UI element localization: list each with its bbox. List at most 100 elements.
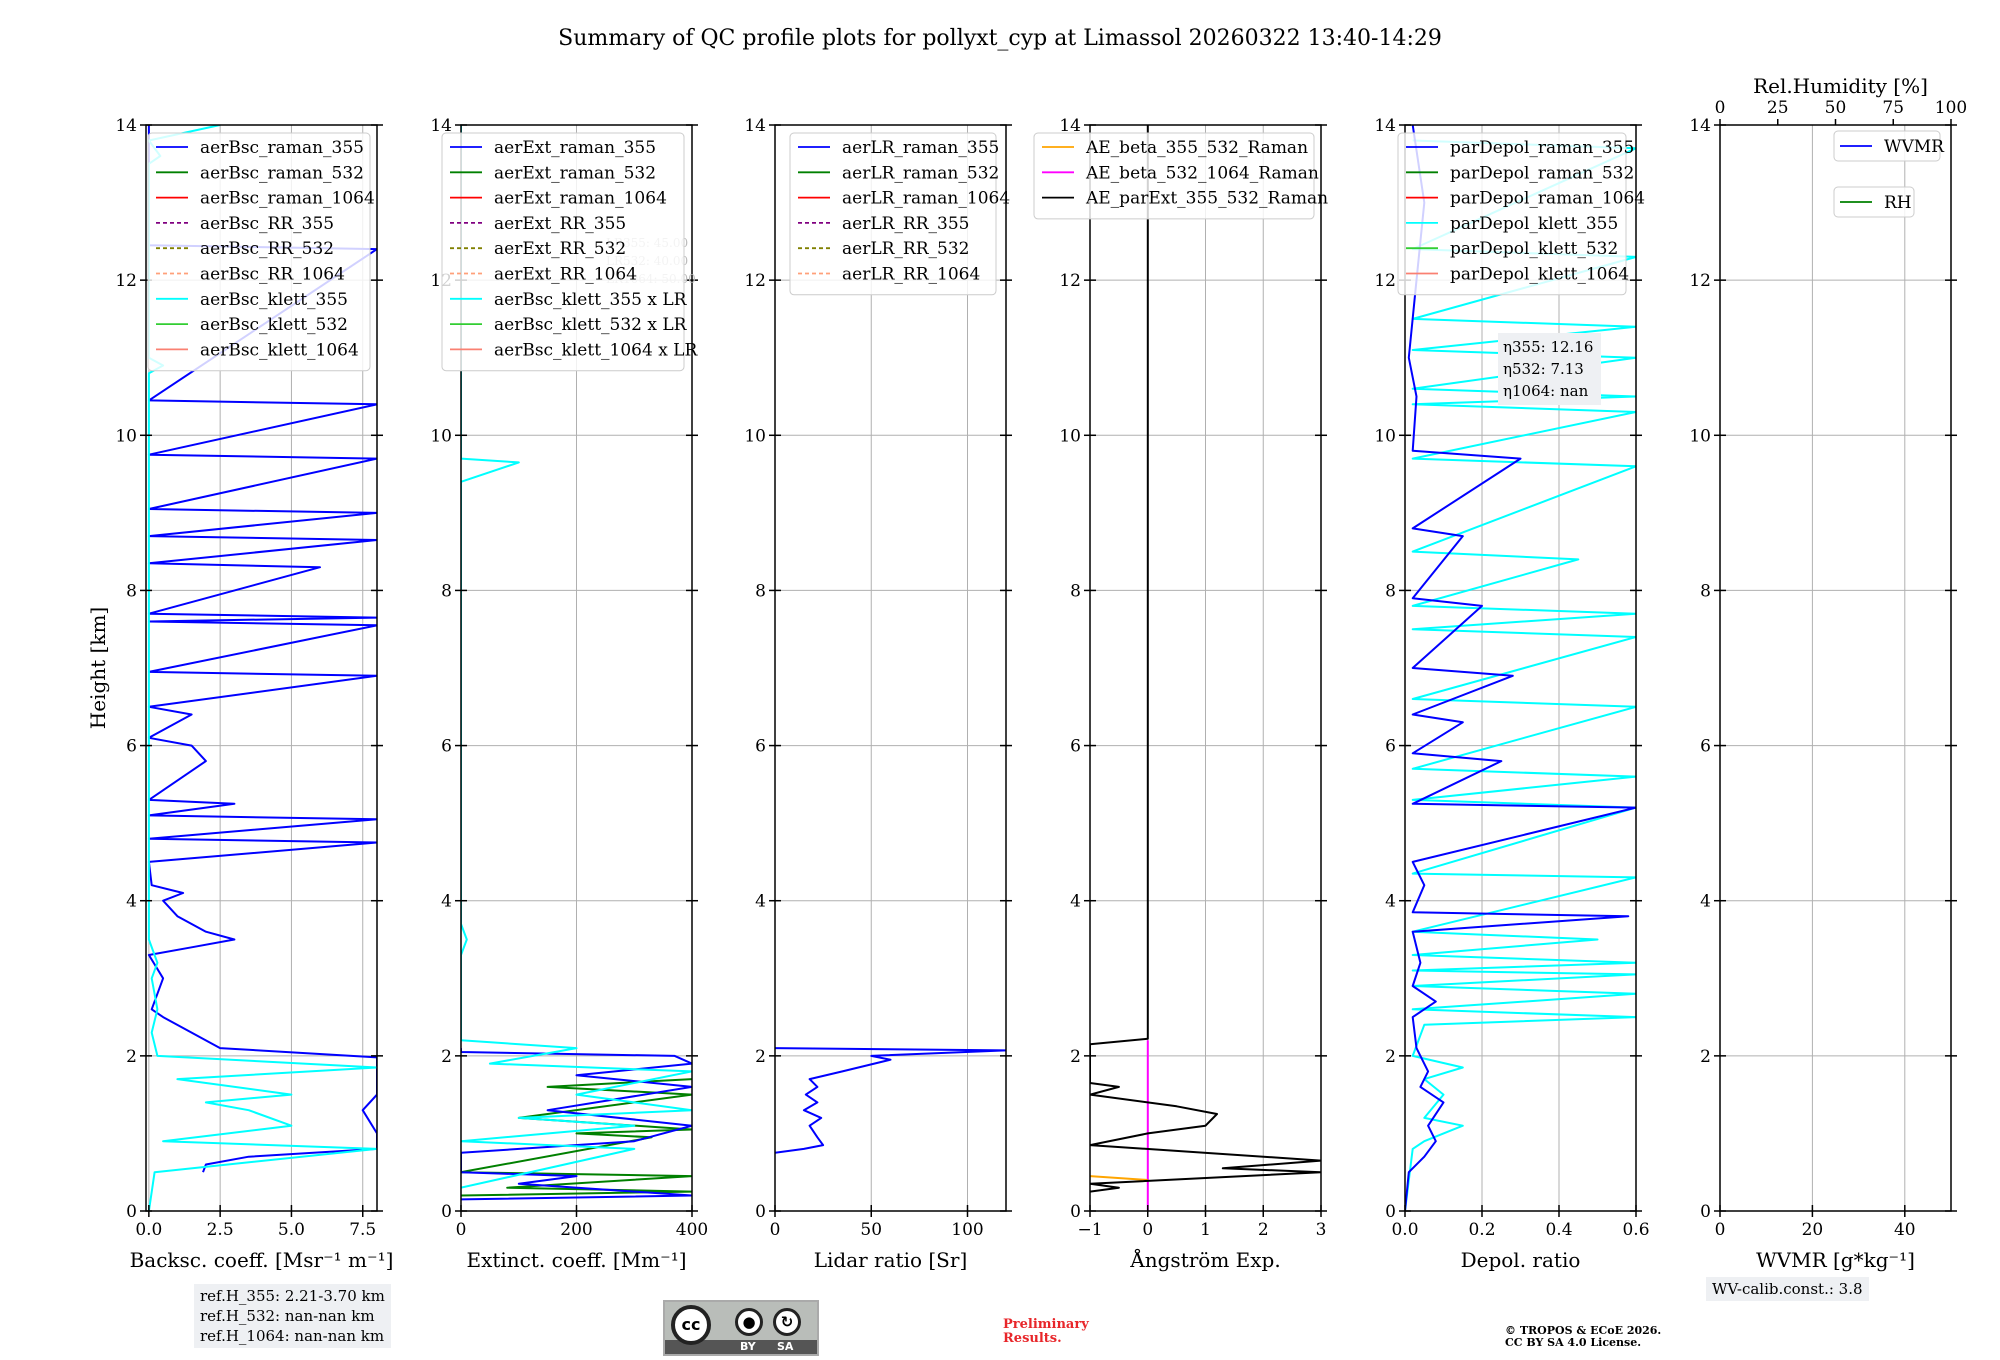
- x-tick-label: 7.5: [349, 1220, 376, 1240]
- legend-entry: aerBsc_klett_1064 x LR: [494, 340, 698, 360]
- legend-entry: aerExt_raman_1064: [494, 189, 667, 209]
- series-line-AE_beta_355_532_Raman: [1090, 1175, 1148, 1181]
- y-tick-label: 2: [1070, 1047, 1081, 1067]
- legend-entry: aerBsc_klett_355 x LR: [494, 290, 688, 310]
- y-tick-label: 10: [744, 426, 766, 446]
- top-x-tick-label: 75: [1882, 98, 1904, 118]
- top-x-tick-label: 0: [1715, 98, 1726, 118]
- axes-frame: [774, 124, 1007, 1212]
- y-tick-label: 10: [1689, 426, 1711, 446]
- legend-entry: parDepol_klett_355: [1450, 214, 1618, 234]
- legend-box: [789, 132, 997, 296]
- y-tick-label: 10: [115, 426, 137, 446]
- legend-entry: aerBsc_RR_532: [200, 239, 334, 259]
- legend-box: [441, 132, 685, 372]
- legend-entry: parDepol_klett_1064: [1450, 265, 1629, 285]
- legend-entry: aerBsc_RR_1064: [200, 265, 345, 285]
- eta-annotation-text: η532: 7.13: [1503, 360, 1584, 378]
- x-axis-label: Depol. ratio: [1461, 1248, 1581, 1272]
- y-tick-label: 0: [441, 1202, 452, 1222]
- legend-entry: aerBsc_klett_355: [200, 290, 348, 310]
- x-axis-label: Lidar ratio [Sr]: [814, 1248, 968, 1272]
- legend-entry: RH: [1884, 193, 1912, 213]
- legend-depol: parDepol_raman_355 parDepol_raman_532 parD…: [1397, 132, 1645, 296]
- y-tick-label: 0: [1385, 1202, 1396, 1222]
- legend-entry: aerBsc_raman_1064: [200, 189, 375, 209]
- legend-entry: aerExt_raman_355: [494, 138, 656, 158]
- y-tick-label: 12: [115, 271, 137, 291]
- wv-calib-const: WV-calib.const.: 3.8: [1712, 1280, 1863, 1298]
- x-tick-label: 0.6: [1622, 1220, 1649, 1240]
- y-tick-label: 6: [1700, 737, 1711, 757]
- copyright-note: © TROPOS & ECoE 2026. CC BY SA 4.0 Licen…: [1505, 1324, 1662, 1349]
- legend-entry: aerLR_RR_532: [842, 239, 969, 259]
- x-tick-label: 1: [1200, 1220, 1211, 1240]
- eta-annotation-box: [1498, 333, 1601, 405]
- attribution-icon: ●: [735, 1308, 763, 1336]
- legend-box: [1033, 132, 1315, 220]
- legend-entry: parDepol_klett_532: [1450, 239, 1618, 259]
- x-tick-label: 50: [860, 1220, 882, 1240]
- y-tick-label: 12: [1059, 271, 1081, 291]
- series-line-aerLR_raman_355: [775, 1047, 1006, 1154]
- y-tick-label: 2: [441, 1047, 452, 1067]
- series-line-AE_parExt_355_532_Raman: [1090, 125, 1321, 1193]
- series-line-aerExt_raman_532: [461, 1078, 692, 1197]
- legend-entry: AE_beta_532_1064_Raman: [1085, 163, 1319, 183]
- legend-box: [1833, 186, 1915, 218]
- axes-frame: [1719, 124, 1952, 1212]
- y-tick-label: 4: [1385, 892, 1396, 912]
- series-line-aerBsc_raman_355: [147, 125, 377, 1173]
- chart-title: Summary of QC profile plots for pollyxt_…: [558, 26, 1442, 51]
- y-tick-label: 4: [441, 892, 452, 912]
- y-tick-label: 8: [1385, 581, 1396, 601]
- x-tick-label: 0.0: [1391, 1220, 1418, 1240]
- x-tick-label: 0.2: [1468, 1220, 1495, 1240]
- legend-entry: aerExt_RR_1064: [494, 265, 637, 285]
- y-tick-label: 0: [1700, 1202, 1711, 1222]
- top-x-axis-label: Rel.Humidity [%]: [1753, 74, 1928, 98]
- x-tick-label: 0: [770, 1220, 781, 1240]
- legend-entry: aerBsc_klett_532: [200, 315, 348, 335]
- y-tick-label: 6: [1385, 737, 1396, 757]
- y-tick-label: 2: [1385, 1047, 1396, 1067]
- legend-lr: aerLR_raman_355 aerLR_raman_532 aerLR_rama…: [789, 132, 1010, 296]
- eta-annotation-text: η355: 12.16: [1503, 338, 1593, 356]
- y-tick-label: 0: [1070, 1202, 1081, 1222]
- legend-entry: aerBsc_raman_532: [200, 163, 364, 183]
- y-tick-label: 0: [755, 1202, 766, 1222]
- x-tick-label: 2: [1258, 1220, 1269, 1240]
- x-axis-label: Ångström Exp.: [1129, 1247, 1280, 1272]
- axes-frame: [1404, 124, 1637, 1212]
- legend-entry: aerLR_RR_355: [842, 214, 969, 234]
- legend-box: [1397, 132, 1627, 296]
- y-tick-label: 4: [1070, 892, 1081, 912]
- y-tick-label: 6: [441, 737, 452, 757]
- y-tick-label: 14: [430, 116, 452, 136]
- series-line-aerBsc_klett_355 x LR: [461, 125, 692, 1189]
- legend-entry: aerLR_raman_532: [842, 163, 999, 183]
- x-tick-label: 0.4: [1545, 1220, 1572, 1240]
- cc-logo-icon: cc: [671, 1305, 711, 1345]
- x-tick-label: 5.0: [278, 1220, 305, 1240]
- y-tick-label: 14: [1059, 116, 1081, 136]
- legend-entry: aerExt_RR_532: [494, 239, 626, 259]
- cc-license-badge: cc ● ↻ BY SA: [663, 1300, 819, 1356]
- x-tick-label: 400: [676, 1220, 708, 1240]
- legend-entry: aerExt_raman_532: [494, 163, 656, 183]
- legend-ae: AE_beta_355_532_Raman AE_beta_532_1064_Ra…: [1033, 132, 1328, 220]
- legend-ext: aerExt_raman_355 aerExt_raman_532 aerExt_r…: [441, 132, 698, 372]
- y-tick-label: 2: [1700, 1047, 1711, 1067]
- series-line-aerExt_raman_355: [461, 1048, 692, 1201]
- x-tick-label: 20: [1802, 1220, 1824, 1240]
- x-tick-label: 200: [560, 1220, 592, 1240]
- top-x-tick-label: 50: [1825, 98, 1847, 118]
- y-tick-label: 6: [126, 737, 137, 757]
- ref-h-532: ref.H_532: nan-nan km: [200, 1307, 375, 1325]
- y-tick-label: 2: [126, 1047, 137, 1067]
- y-tick-label: 12: [1374, 271, 1396, 291]
- x-tick-label: 2.5: [207, 1220, 234, 1240]
- y-tick-label: 14: [1374, 116, 1396, 136]
